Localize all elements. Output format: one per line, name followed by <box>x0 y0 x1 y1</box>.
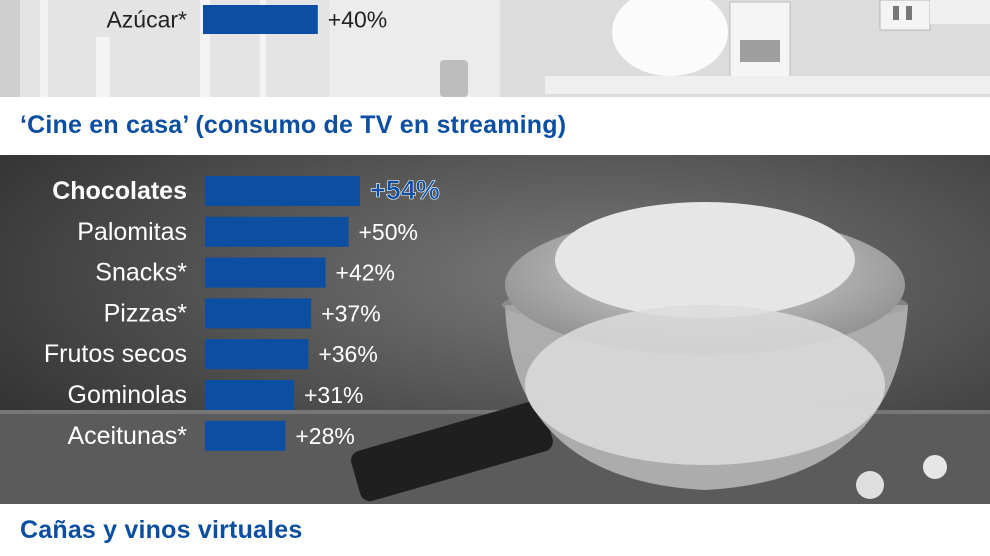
bar-chocolates <box>205 176 360 206</box>
category-label-chocolates: Chocolates <box>52 177 187 205</box>
category-label-gominolas: Gominolas <box>68 381 188 409</box>
bar-palomitas <box>205 216 349 247</box>
value-label-aceitunas: +28% <box>295 423 354 449</box>
value-label-azucar: +40% <box>328 7 387 33</box>
value-label-chocolates: +54% <box>370 175 440 205</box>
value-label-snacks: +42% <box>336 260 395 286</box>
section-title-cine-en-casa: ‘Cine en casa’ (consumo de TV en streami… <box>20 111 567 139</box>
value-label-palomitas: +50% <box>359 219 418 245</box>
category-label-azucar: Azúcar* <box>106 7 187 33</box>
value-label-gominolas: +31% <box>304 382 363 408</box>
category-label-frutos-secos: Frutos secos <box>44 340 187 368</box>
category-label-aceitunas: Aceitunas* <box>67 422 187 450</box>
value-label-pizzas: +37% <box>321 300 380 326</box>
category-label-palomitas: Palomitas <box>77 218 187 246</box>
bar-gominolas <box>205 380 294 410</box>
value-label-frutos-secos: +36% <box>318 341 377 367</box>
kitchen-photo-background <box>0 0 990 97</box>
category-label-snacks: Snacks* <box>95 259 187 287</box>
bar-azucar <box>203 5 318 34</box>
category-label-pizzas: Pizzas* <box>104 299 188 327</box>
section-title-canas-vinos: Cañas y vinos virtuales <box>20 516 303 544</box>
bar-pizzas <box>205 298 312 329</box>
popcorn-photo-background <box>0 155 990 504</box>
bar-frutos-secos <box>205 339 309 370</box>
bar-aceitunas <box>205 420 286 451</box>
bar-snacks <box>205 257 326 288</box>
